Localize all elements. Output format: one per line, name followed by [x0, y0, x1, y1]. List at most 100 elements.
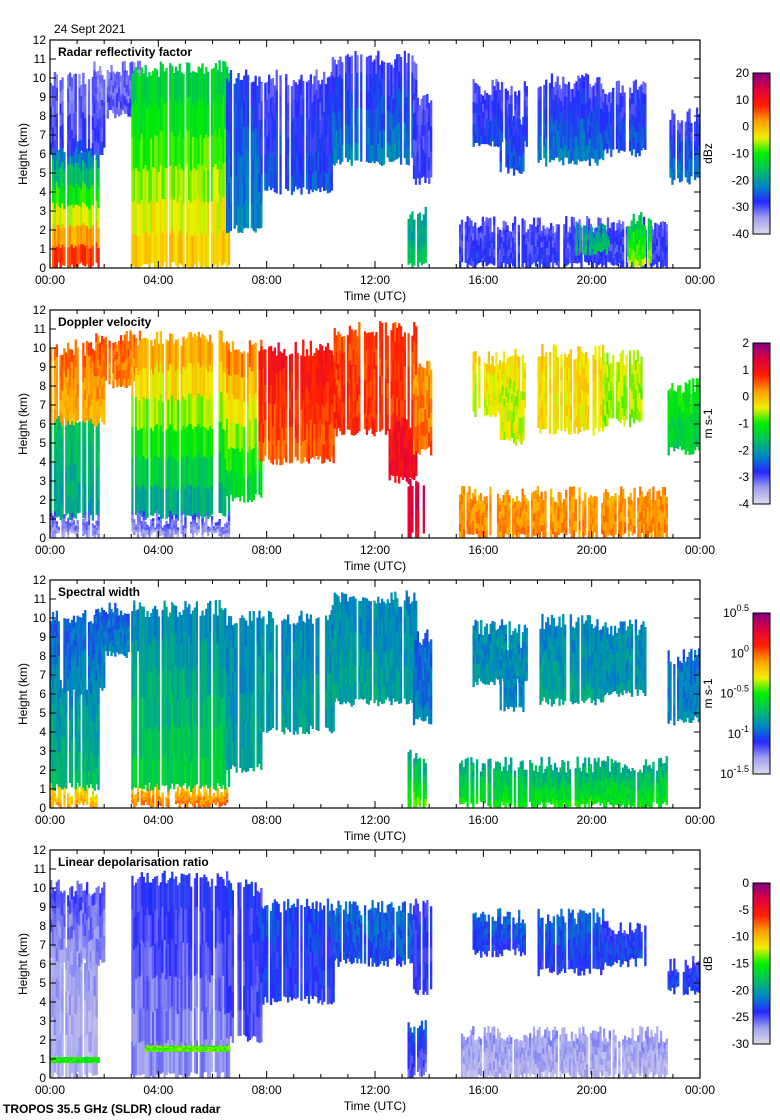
heatmap-cell: [414, 438, 418, 452]
heatmap-cell: [138, 203, 142, 237]
heatmap-cell: [180, 530, 183, 534]
heatmap-cell: [330, 403, 333, 422]
heatmap-cell: [74, 528, 77, 531]
heatmap-cell: [50, 443, 53, 463]
heatmap-cell: [195, 486, 198, 518]
heatmap-cell: [76, 246, 79, 268]
heatmap-cell: [174, 514, 178, 519]
heatmap-cell: [144, 398, 147, 429]
heatmap-cell: [296, 388, 299, 407]
heatmap-cell: [65, 526, 68, 529]
heatmap-cell: [144, 521, 147, 525]
heatmap-cell: [226, 233, 229, 268]
heatmap-cell: [487, 393, 490, 405]
heatmap-cell: [554, 107, 557, 120]
heatmap-cell: [489, 129, 492, 138]
heatmap-cell: [420, 250, 424, 258]
heatmap-cell: [600, 133, 603, 146]
heatmap-cell: [55, 369, 58, 382]
heatmap-cell: [140, 521, 143, 524]
heatmap-cell: [129, 357, 132, 368]
heatmap-cell: [264, 82, 267, 102]
heatmap-cell: [499, 360, 502, 370]
heatmap-cell: [598, 118, 601, 133]
heatmap-cell: [518, 377, 521, 388]
heatmap-cell: [428, 156, 431, 171]
heatmap-cell: [503, 406, 506, 416]
heatmap-cell: [235, 175, 238, 201]
heatmap-cell: [51, 202, 55, 225]
heatmap-cell: [339, 350, 342, 367]
heatmap-cell: [298, 169, 301, 188]
heatmap-cell: [684, 149, 687, 159]
heatmap-cell: [392, 468, 395, 477]
heatmap-cell: [315, 401, 318, 421]
heatmap-cell: [55, 356, 58, 370]
heatmap-cell: [507, 163, 510, 174]
heatmap-cell: [656, 238, 659, 247]
heatmap-cell: [142, 529, 145, 534]
heatmap-cell: [201, 364, 204, 396]
heatmap-cell: [296, 370, 299, 389]
heatmap-cell: [87, 524, 91, 530]
heatmap-cell: [407, 448, 410, 458]
heatmap-cell: [485, 101, 489, 111]
heatmap-cell: [460, 240, 464, 249]
heatmap-cell: [505, 123, 508, 133]
heatmap-cell: [363, 363, 367, 381]
heatmap-cell: [224, 95, 227, 129]
heatmap-cell: [84, 129, 87, 141]
heatmap-cell: [229, 470, 233, 495]
heatmap-cell: [403, 68, 406, 87]
heatmap-cell: [602, 228, 605, 234]
heatmap-cell: [548, 241, 551, 249]
heatmap-cell: [409, 452, 412, 462]
heatmap-cell: [229, 352, 233, 377]
heatmap-cell: [424, 253, 427, 263]
heatmap-cell: [67, 534, 70, 538]
heatmap-cell: [61, 136, 64, 148]
heatmap-cell: [620, 260, 623, 268]
heatmap-cell: [241, 400, 244, 425]
heatmap-cell: [260, 119, 263, 139]
heatmap-cell: [65, 523, 68, 526]
heatmap-cell: [412, 394, 416, 410]
heatmap-cell: [184, 521, 187, 525]
heatmap-cell: [642, 238, 645, 246]
heatmap-cell: [379, 114, 382, 132]
heatmap-cell: [422, 255, 425, 264]
heatmap-cell: [74, 135, 77, 148]
heatmap-cell: [363, 412, 367, 430]
heatmap-cell: [161, 63, 164, 98]
heatmap-cell: [390, 330, 393, 348]
heatmap-cell: [472, 351, 475, 363]
heatmap-cell: [365, 400, 369, 418]
colorbar-swatch: [753, 185, 770, 187]
heatmap-cell: [146, 139, 149, 171]
heatmap-cell: [571, 124, 574, 137]
heatmap-cell: [502, 373, 506, 385]
heatmap-cell: [201, 232, 204, 267]
heatmap-cell: [534, 239, 538, 247]
heatmap-cell: [89, 188, 93, 209]
heatmap-cell: [97, 167, 100, 189]
heatmap-cell: [384, 397, 388, 417]
heatmap-cell: [150, 106, 153, 139]
heatmap-cell: [182, 106, 185, 139]
heatmap-cell: [254, 127, 257, 155]
heatmap-cell: [328, 153, 331, 174]
heatmap-cell: [309, 360, 312, 381]
heatmap-cell: [193, 135, 197, 169]
heatmap-cell: [398, 360, 401, 381]
heatmap-cell: [695, 107, 699, 120]
heatmap-cell: [169, 424, 172, 455]
heatmap-cell: [584, 146, 588, 162]
heatmap-cell: [214, 527, 217, 530]
heatmap-cell: [562, 76, 565, 92]
heatmap-cell: [133, 527, 136, 530]
heatmap-cell: [171, 487, 174, 518]
heatmap-cell: [407, 512, 410, 522]
heatmap-cell: [415, 63, 418, 80]
heatmap-cell: [508, 356, 511, 367]
heatmap-cell: [275, 391, 278, 411]
